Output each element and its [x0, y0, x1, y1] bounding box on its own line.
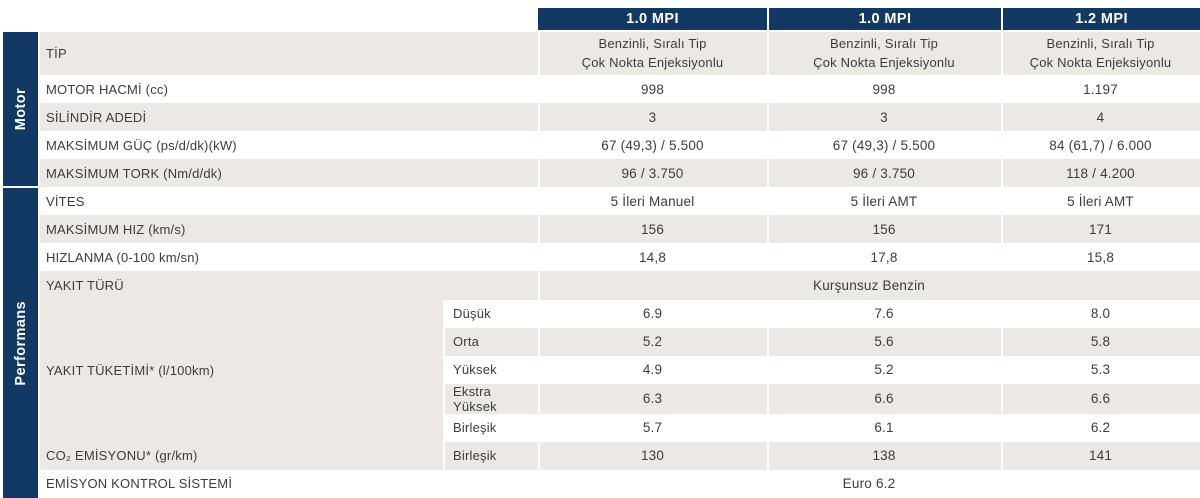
row-label-yakit-turu: YAKIT TÜRÜ: [40, 271, 538, 300]
row-label-motor-hacmi: MOTOR HACMİ (cc): [40, 75, 538, 104]
spec-value: 130: [538, 441, 767, 470]
column-header-1: 1.0 MPI: [538, 8, 767, 30]
spec-value: 5 İleri AMT: [767, 187, 1001, 216]
row-label-co2-emisyonu: CO₂ EMİSYONU* (gr/km): [40, 441, 443, 470]
spec-value: 96 / 3.750: [538, 159, 767, 188]
spec-value: 5.3: [1001, 355, 1200, 384]
spec-value: 141: [1001, 441, 1200, 470]
section-label-performans: Performans: [3, 188, 38, 498]
spec-value: 17,8: [767, 243, 1001, 272]
row-label-hizlanma: HIZLANMA (0-100 km/sn): [40, 243, 538, 272]
spec-value: Benzinli, Sıralı Tip Çok Nokta Enjeksiyo…: [538, 32, 767, 75]
spec-value: 96 / 3.750: [767, 159, 1001, 188]
spec-value: 6.6: [767, 383, 1001, 414]
spec-value: 171: [1001, 215, 1200, 244]
row-label-emisyon-kontrol: EMİSYON KONTROL SİSTEMİ: [40, 469, 538, 498]
spec-value: 14,8: [538, 243, 767, 272]
spec-value-span: Kurşunsuz Benzin: [538, 271, 1200, 300]
spec-value: Benzinli, Sıralı Tip Çok Nokta Enjeksiyo…: [767, 32, 1001, 75]
column-header-2: 1.0 MPI: [769, 8, 1001, 30]
spec-value: Benzinli, Sıralı Tip Çok Nokta Enjeksiyo…: [1001, 32, 1200, 75]
spec-value: 6.2: [1001, 413, 1200, 442]
column-header-3: 1.2 MPI: [1003, 8, 1200, 30]
spec-value-span: Euro 6.2: [538, 469, 1200, 498]
spec-value: 6.6: [1001, 383, 1200, 414]
spec-value: 998: [767, 75, 1001, 104]
row-label-silindir-adedi: SİLİNDİR ADEDİ: [40, 103, 538, 132]
row-label-vites: VİTES: [40, 187, 538, 216]
spec-value: 998: [538, 75, 767, 104]
spec-value: 156: [538, 215, 767, 244]
spec-value: 3: [767, 103, 1001, 132]
spec-value: 5 İleri Manuel: [538, 187, 767, 216]
spec-value: 8.0: [1001, 299, 1200, 328]
row-label-maksimum-hiz: MAKSİMUM HIZ (km/s): [40, 215, 538, 244]
spec-value: 6.9: [538, 299, 767, 328]
subrow-label-ekstra-yuksek: Ekstra Yüksek: [443, 383, 538, 414]
spec-value: 5.2: [767, 355, 1001, 384]
spec-value: 67 (49,3) / 5.500: [767, 131, 1001, 160]
spec-value: 4.9: [538, 355, 767, 384]
spec-value: 1.197: [1001, 75, 1200, 104]
subrow-label-birlesik: Birleşik: [443, 413, 538, 442]
subrow-label-birlesik-co2: Birleşik: [443, 441, 538, 470]
subrow-label-dusuk: Düşük: [443, 299, 538, 328]
row-label-maksimum-guc: MAKSİMUM GÜÇ (ps/d/dk)(kW): [40, 131, 538, 160]
spec-value: 5 İleri AMT: [1001, 187, 1200, 216]
subrow-label-yuksek: Yüksek: [443, 355, 538, 384]
spec-value: 5.6: [767, 327, 1001, 356]
spec-value: 118 / 4.200: [1001, 159, 1200, 188]
spec-value: 5.2: [538, 327, 767, 356]
spec-value: 138: [767, 441, 1001, 470]
spec-value: 5.7: [538, 413, 767, 442]
section-label-performans-text: Performans: [12, 300, 29, 386]
row-label-maksimum-tork: MAKSİMUM TORK (Nm/d/dk): [40, 159, 538, 188]
spec-value: 156: [767, 215, 1001, 244]
row-label-yakit-tuketimi: YAKIT TÜKETİMİ* (l/100km): [40, 299, 443, 442]
spec-value: 6.1: [767, 413, 1001, 442]
spec-value: 5.8: [1001, 327, 1200, 356]
spec-value: 84 (61,7) / 6.000: [1001, 131, 1200, 160]
spec-value: 7.6: [767, 299, 1001, 328]
spec-value: 67 (49,3) / 5.500: [538, 131, 767, 160]
section-label-motor-text: Motor: [12, 88, 29, 131]
spec-value: 3: [538, 103, 767, 132]
section-label-motor: Motor: [3, 32, 38, 187]
spec-value: 6.3: [538, 383, 767, 414]
subrow-label-orta: Orta: [443, 327, 538, 356]
row-label-tip: TİP: [40, 32, 538, 75]
spec-value: 15,8: [1001, 243, 1200, 272]
spec-value: 4: [1001, 103, 1200, 132]
